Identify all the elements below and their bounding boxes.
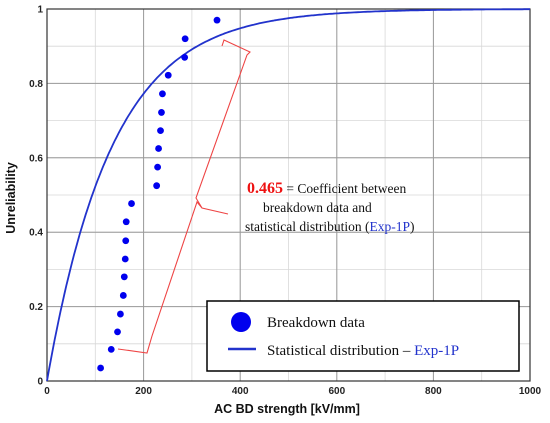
annotation-highlight: Exp-1P	[370, 219, 411, 234]
data-point	[107, 345, 115, 353]
legend: Breakdown data Statistical distribution …	[206, 300, 520, 372]
annotation-text-3b: )	[410, 219, 415, 234]
y-tick-label: 1	[37, 5, 43, 16]
data-point	[121, 255, 129, 263]
annotation-bracket	[117, 39, 251, 354]
data-point	[157, 127, 164, 135]
y-tick-label: 0	[37, 377, 43, 388]
data-point	[97, 364, 105, 372]
x-tick-label: 200	[135, 386, 152, 397]
x-tick-label: 0	[44, 386, 50, 397]
x-tick-label: 600	[328, 386, 345, 397]
y-tick-label: 0.8	[29, 79, 43, 90]
plot-area	[46, 8, 530, 382]
data-point	[155, 145, 162, 152]
data-point	[117, 310, 124, 318]
data-point	[181, 35, 189, 43]
y-tick-label: 0.6	[29, 153, 43, 164]
annotation-line-1: 0.465 = Coefficient between	[247, 180, 406, 197]
data-point	[153, 182, 161, 190]
y-axis-title: Unreliability	[4, 162, 18, 234]
y-tick-label: 0.2	[29, 302, 43, 313]
tick-labels: 0 200 400 600 800 1000 0 0.2 0.4 0.6 0.8 1	[29, 5, 541, 398]
data-point	[122, 218, 130, 226]
x-tick-label: 1000	[519, 386, 542, 397]
annotation-text-1: = Coefficient between	[283, 181, 406, 196]
x-tick-label: 800	[425, 386, 442, 397]
annotation-value: 0.465	[247, 180, 283, 197]
data-point	[128, 200, 135, 207]
annotation-line-2: breakdown data and	[263, 200, 372, 215]
x-axis-title: AC BD strength [kV/mm]	[214, 402, 360, 416]
x-tick-label: 400	[232, 386, 249, 397]
data-point	[120, 273, 128, 281]
data-point	[158, 109, 165, 116]
data-point	[213, 16, 221, 24]
grid	[46, 8, 531, 382]
plot-frame	[46, 8, 531, 382]
y-tick-label: 0.4	[29, 228, 43, 239]
legend-label-distribution-text: Statistical distribution –	[267, 343, 414, 359]
legend-label-breakdown: Breakdown data	[267, 315, 365, 331]
legend-box	[206, 300, 520, 372]
data-point	[164, 71, 172, 79]
distribution-curve	[46, 8, 530, 382]
legend-marker-dot	[231, 312, 251, 332]
data-point	[122, 237, 130, 245]
data-point	[181, 53, 189, 61]
data-point	[154, 163, 162, 171]
annotation-line-3: statistical distribution (Exp-1P)	[245, 219, 415, 234]
annotation-text-3a: statistical distribution (	[245, 219, 370, 234]
legend-label-distribution: Statistical distribution – Exp-1P	[267, 343, 459, 359]
legend-label-distribution-highlight: Exp-1P	[414, 343, 459, 359]
data-point	[114, 328, 121, 336]
data-point	[119, 292, 127, 299]
data-point	[159, 90, 166, 98]
